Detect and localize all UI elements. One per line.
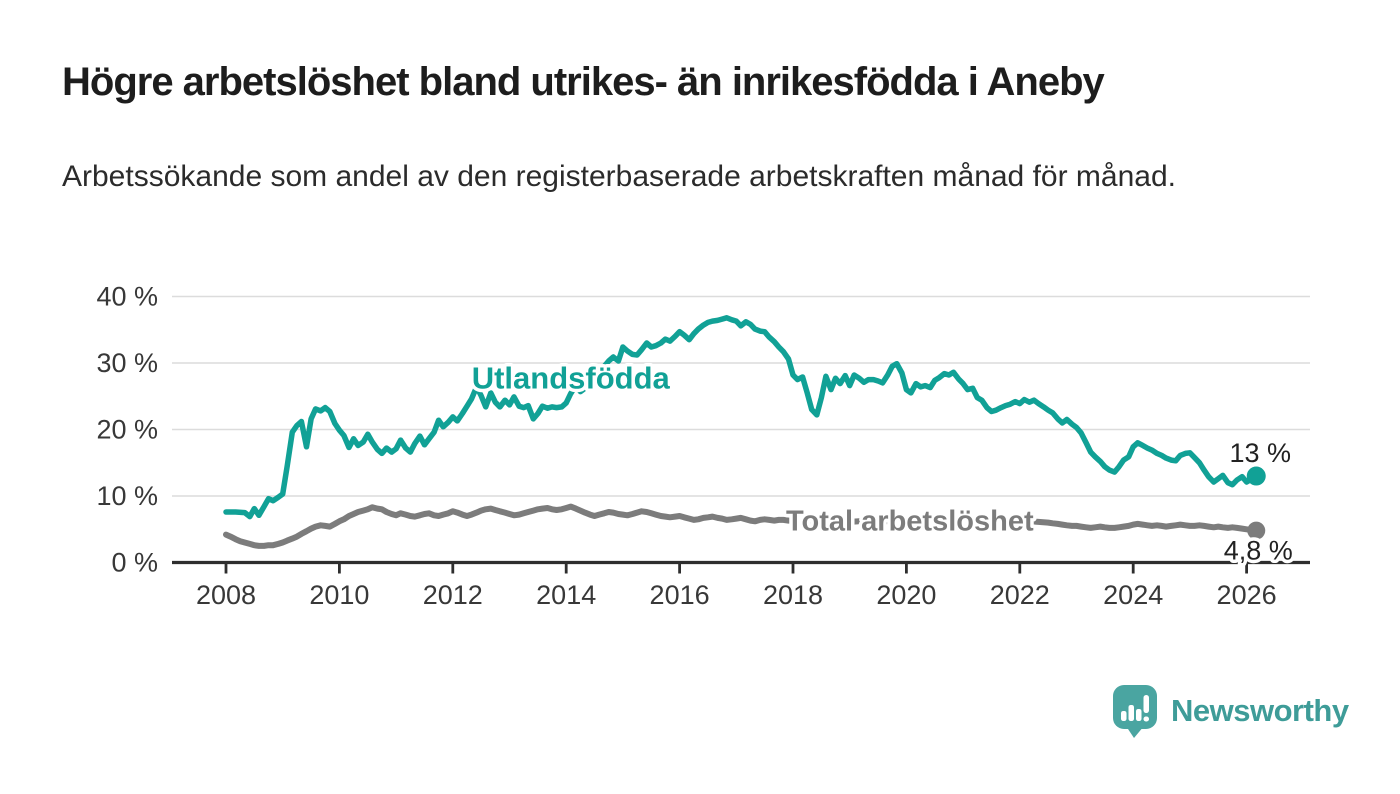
y-axis-labels: 0 % 10 % 20 % 30 % 40 %: [96, 282, 158, 578]
series-label-total-arbetsloshet: Total arbetslöshet: [786, 506, 1034, 538]
y-tick-label: 0 %: [111, 548, 158, 578]
y-tick-label: 30 %: [96, 348, 158, 378]
x-tick-label: 2008: [196, 580, 256, 610]
x-tick-label: 2010: [309, 580, 369, 610]
series-end-dot-total-arbetsloshet: [1247, 521, 1266, 540]
x-tick-label: 2024: [1103, 580, 1163, 610]
end-value-label-utlandsfodda: 13 %: [1229, 438, 1291, 468]
x-tick-label: 2020: [876, 580, 936, 610]
y-tick-label: 40 %: [96, 282, 158, 312]
page-title: Högre arbetslöshet bland utrikes- än inr…: [62, 60, 1105, 104]
x-tick-label: 2014: [536, 580, 596, 610]
series-line-total-arbetsloshet: [223, 503, 1260, 549]
gridlines: [172, 295, 1310, 565]
brand-footer: Newsworthy: [1112, 684, 1349, 738]
series-end-dot-utlandsfodda: [1246, 466, 1266, 486]
x-tick-label: 2016: [650, 580, 710, 610]
end-value-label-total-arbetsloshet: 4,8 %: [1224, 536, 1293, 566]
series-line-utlandsfodda: [223, 315, 1259, 520]
x-tick-label: 2022: [990, 580, 1050, 610]
y-tick-label: 10 %: [96, 481, 158, 511]
x-tick-label: 2026: [1217, 580, 1277, 610]
x-axis-ticks: 2008 2010 2012 2014 2016 2018 2020 2022 2024 2026: [196, 563, 1277, 610]
x-tick-label: 2012: [423, 580, 483, 610]
page-subtitle: Arbetssökande som andel av den registerb…: [62, 160, 1176, 193]
newsworthy-logo-icon: [1113, 685, 1157, 738]
x-tick-label: 2018: [763, 580, 823, 610]
series-label-utlandsfodda: Utlandsfödda: [472, 360, 671, 395]
brand-name: Newsworthy: [1171, 693, 1349, 728]
y-tick-label: 20 %: [96, 415, 158, 445]
